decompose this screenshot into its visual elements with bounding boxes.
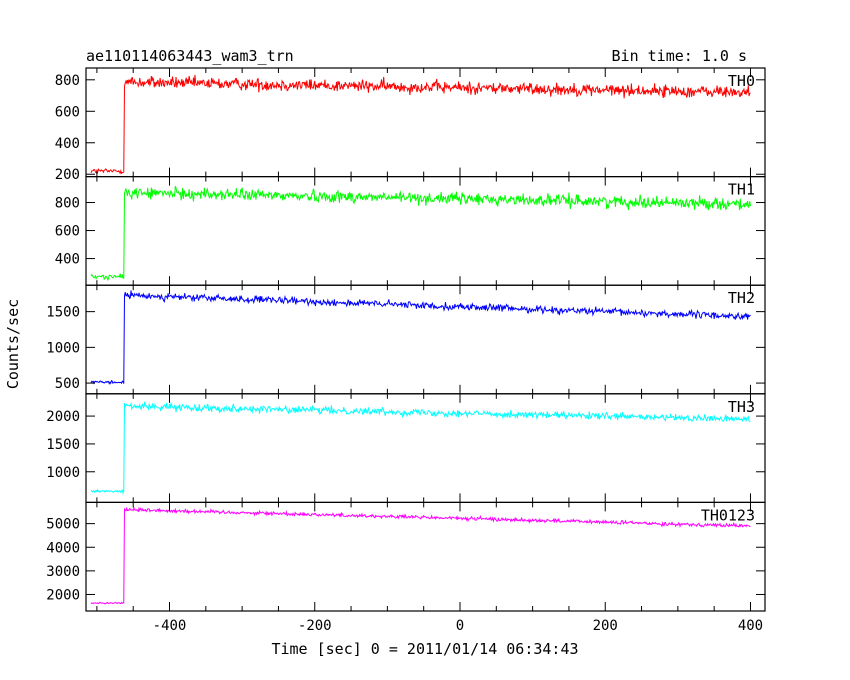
y-tick-label: 1000 xyxy=(46,465,80,481)
y-tick-label: 200 xyxy=(55,167,80,183)
x-tick-label: 200 xyxy=(593,618,618,634)
series-label-th0: TH0 xyxy=(728,72,755,90)
panel-th0: 200 400 600 800 TH0 xyxy=(55,67,766,183)
y-tick-label: 500 xyxy=(55,376,80,392)
panel-frame xyxy=(85,393,766,503)
y-tick-label: 400 xyxy=(55,136,80,152)
panel-th2: 500 1000 1500 TH2 xyxy=(46,284,766,395)
panel-th0123: 2000 3000 4000 5000 TH0123 xyxy=(46,501,766,612)
y-tick-label: 2000 xyxy=(46,409,80,425)
chart-subtitle: Bin time: 1.0 s xyxy=(612,47,747,65)
panel-th3: 1000 1500 2000 TH3 xyxy=(46,393,766,503)
x-tick-label: 0 xyxy=(456,618,464,634)
panels: 200 400 600 800 TH0 400 600 800 TH1 500 1000 1500 TH… xyxy=(46,67,766,612)
panel-frame xyxy=(85,67,766,178)
series-label-th2: TH2 xyxy=(728,289,755,307)
series-line-th2 xyxy=(90,290,751,385)
series-label-th0123: TH0123 xyxy=(701,506,755,524)
y-tick-label: 3000 xyxy=(46,564,80,580)
panel-frame xyxy=(85,501,766,612)
panel-frame xyxy=(85,284,766,395)
x-axis-label: Time [sec] 0 = 2011/01/14 06:34:43 xyxy=(271,640,578,658)
y-tick-label: 5000 xyxy=(46,517,80,533)
y-tick-label: 2000 xyxy=(46,587,80,603)
panel-frame xyxy=(85,176,766,286)
x-axis-ticks: -400 -200 0 200 400 xyxy=(153,618,763,634)
series-line-th0 xyxy=(90,74,751,175)
x-tick-label: 400 xyxy=(738,618,763,634)
y-tick-label: 600 xyxy=(55,224,80,240)
series-label-th1: TH1 xyxy=(728,181,755,199)
series-label-th3: TH3 xyxy=(728,398,755,416)
y-tick-label: 4000 xyxy=(46,540,80,556)
series-line-th3 xyxy=(90,401,751,495)
series-line-th1 xyxy=(90,186,751,281)
y-tick-label: 1500 xyxy=(46,305,80,321)
y-tick-label: 800 xyxy=(55,73,80,89)
y-axis-label: Counts/sec xyxy=(4,299,22,389)
chart-title: ae110114063443_wam3_trn xyxy=(86,47,294,65)
series-line-th0123 xyxy=(90,506,751,605)
y-tick-label: 400 xyxy=(55,252,80,268)
panel-th1: 400 600 800 TH1 xyxy=(55,176,766,286)
x-tick-label: -200 xyxy=(298,618,332,634)
y-tick-label: 600 xyxy=(55,104,80,120)
x-tick-label: -400 xyxy=(153,618,187,634)
y-tick-label: 1000 xyxy=(46,340,80,356)
y-tick-label: 800 xyxy=(55,196,80,212)
y-tick-label: 1500 xyxy=(46,437,80,453)
